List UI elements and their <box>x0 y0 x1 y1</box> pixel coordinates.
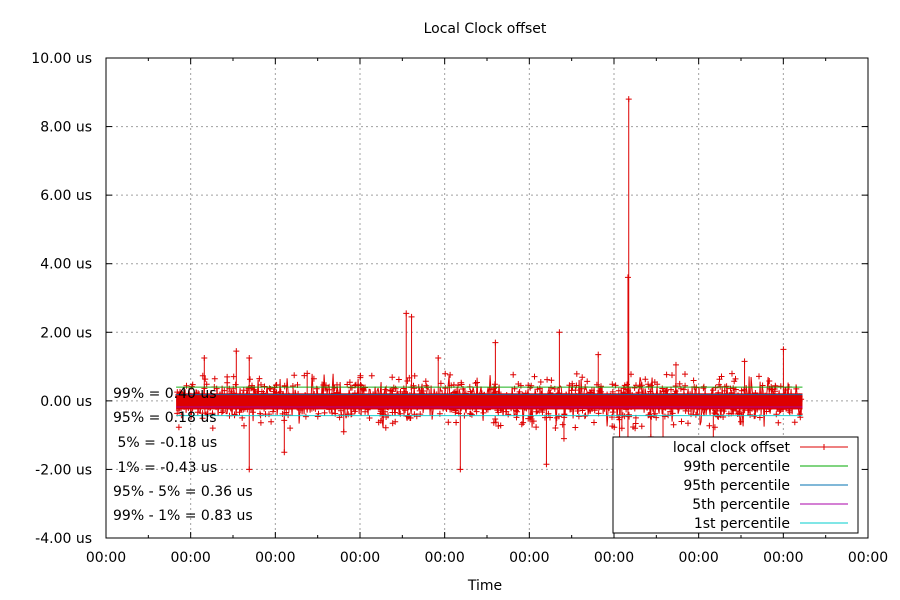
x-tick-label: 00:00 <box>255 550 295 566</box>
legend-marker <box>821 444 827 450</box>
y-tick-label: 0.00 us <box>40 394 92 410</box>
y-tick-label: -2.00 us <box>35 462 92 478</box>
legend-label: 5th percentile <box>692 497 790 513</box>
y-tick-label: 2.00 us <box>40 325 92 341</box>
offset-spike-marker <box>281 449 288 456</box>
offset-spike-marker <box>201 355 208 361</box>
offset-spike-marker <box>672 361 679 368</box>
offset-spike-marker <box>492 339 499 346</box>
stat-annotation: 95% = 0.18 us <box>113 410 217 426</box>
stat-annotation: 99% - 1% = 0.83 us <box>113 508 253 524</box>
offset-spike-marker <box>624 274 631 281</box>
y-tick-label: 8.00 us <box>40 120 92 136</box>
legend-label: local clock offset <box>673 440 791 456</box>
x-tick-label: 00:00 <box>509 550 549 566</box>
y-tick-label: 6.00 us <box>40 188 92 204</box>
offset-spike-marker <box>741 358 748 365</box>
stats-annotations: 99% = 0.40 us 95% = 0.18 us 5% = -0.18 us… <box>113 386 253 524</box>
x-tick-label: 00:00 <box>848 550 888 566</box>
legend-label: 1st percentile <box>694 516 790 532</box>
stat-annotation: 5% = -0.18 us <box>113 435 217 451</box>
y-tick-label: 4.00 us <box>40 257 92 273</box>
offset-spike-marker <box>780 346 787 353</box>
offset-spike-marker <box>304 370 311 377</box>
y-axis: -4.00 us -2.00 us 0.00 us 2.00 us 4.00 us 6.0… <box>31 51 868 547</box>
offset-spike-marker <box>246 466 253 473</box>
stat-annotation: 99% = 0.40 us <box>113 386 217 402</box>
x-tick-label: 00:00 <box>170 550 210 566</box>
x-tick-label: 00:00 <box>594 550 634 566</box>
x-tick-label: 00:00 <box>763 550 803 566</box>
offset-spike-marker <box>224 373 231 380</box>
offset-spike-marker <box>246 355 253 361</box>
legend-label: 99th percentile <box>683 459 790 475</box>
y-tick-label: -4.00 us <box>35 531 92 547</box>
offset-spike-marker <box>543 461 550 468</box>
x-axis: 00:00 00:00 00:00 00:00 00:00 00:00 00:00 00:00… <box>86 58 888 566</box>
offset-spike-marker <box>560 435 567 442</box>
legend: local clock offset 99th percentile 95th pe… <box>612 436 859 534</box>
legend-label: 95th percentile <box>683 478 790 494</box>
offset-spike-marker <box>233 348 240 355</box>
offset-spike-marker <box>556 329 563 336</box>
x-axis-label: Time <box>467 578 502 594</box>
x-tick-label: 00:00 <box>678 550 718 566</box>
x-tick-label: 00:00 <box>340 550 380 566</box>
offset-markers <box>174 370 805 432</box>
offset-spike-marker <box>435 355 442 361</box>
offset-spike-marker <box>625 96 632 103</box>
stat-annotation: 95% - 5% = 0.36 us <box>113 484 253 500</box>
offset-spike-marker <box>403 310 410 317</box>
x-tick-label: 00:00 <box>424 550 464 566</box>
chart-title: Local Clock offset <box>424 21 547 37</box>
offset-spike-marker <box>595 351 602 358</box>
stat-annotation: 1% = -0.43 us <box>113 460 217 476</box>
offset-spike-marker <box>457 466 464 473</box>
offset-spike-marker <box>340 428 347 435</box>
x-tick-label: 00:00 <box>86 550 126 566</box>
y-tick-label: 10.00 us <box>31 51 92 67</box>
offset-spike-marker <box>408 313 415 320</box>
